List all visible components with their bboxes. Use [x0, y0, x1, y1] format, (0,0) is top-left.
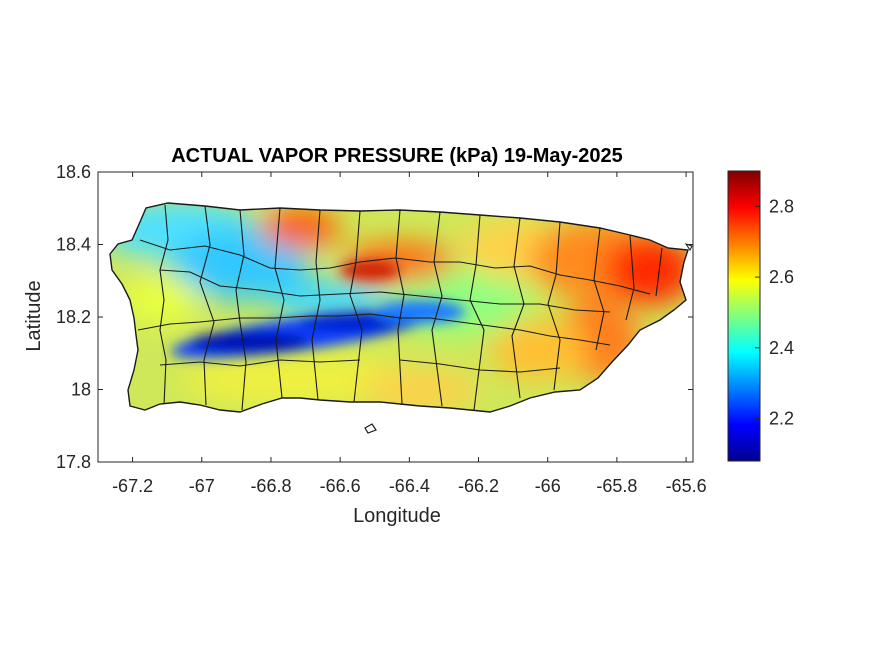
y-axis-label: Latitude	[23, 280, 45, 351]
x-tick-label: -67	[189, 476, 215, 496]
chart-title: ACTUAL VAPOR PRESSURE (kPa) 19-May-2025	[171, 145, 623, 167]
x-tick-label: -65.6	[666, 476, 707, 496]
x-tick-label: -66.6	[320, 476, 361, 496]
y-tick-label: 18.4	[56, 235, 91, 255]
y-tick-label: 17.8	[56, 452, 91, 472]
colorbar-tick-label: 2.8	[769, 196, 794, 216]
x-tick-label: -65.8	[596, 476, 637, 496]
y-tick-label: 18	[71, 380, 91, 400]
y-axis: 18.6 18.4 18.2 18 17.8	[56, 162, 693, 472]
colorbar-tick-label: 2.4	[769, 338, 794, 358]
colorbar-tick-label: 2.6	[769, 267, 794, 287]
y-tick-label: 18.2	[56, 307, 91, 327]
caja-de-muertos-island	[364, 423, 377, 434]
y-tick-label: 18.6	[56, 162, 91, 182]
colorbar	[727, 170, 761, 462]
colorbar-ticks: 2.8 2.6 2.4 2.2	[755, 196, 794, 429]
x-axis-label: Longitude	[353, 505, 441, 527]
x-tick-label: -66	[535, 476, 561, 496]
x-tick-label: -66.2	[458, 476, 499, 496]
x-tick-label: -66.8	[250, 476, 291, 496]
colorbar-tick-label: 2.2	[769, 409, 794, 429]
x-tick-label: -67.2	[112, 476, 153, 496]
x-axis: -67.2 -67 -66.8 -66.6 -66.4 -66.2 -66 -65.8 -65.…	[112, 172, 707, 496]
municipal-boundaries	[137, 204, 663, 411]
x-tick-label: -66.4	[389, 476, 430, 496]
